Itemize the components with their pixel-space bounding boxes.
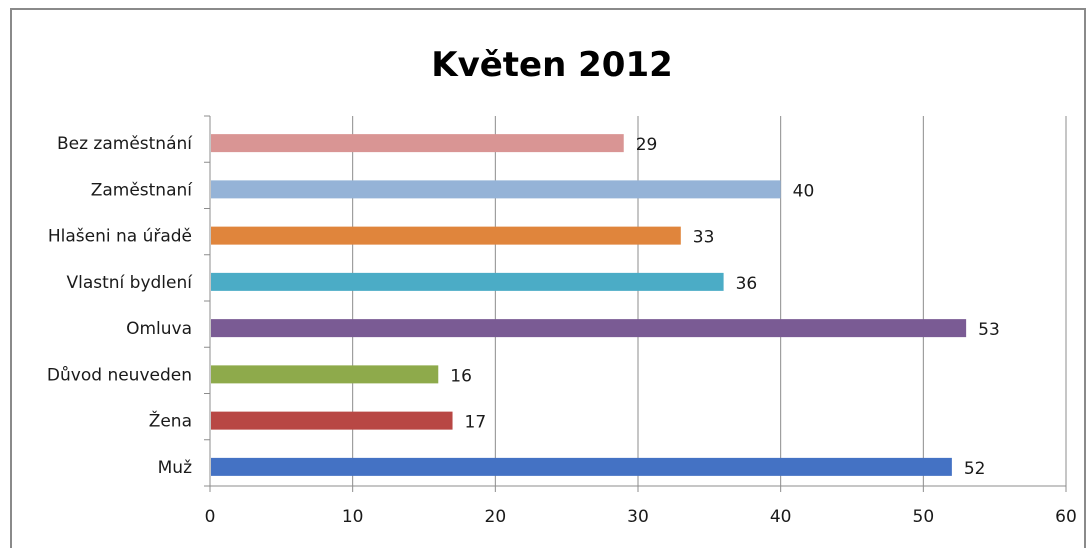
category-label: Hlašeni na úřadě	[48, 227, 192, 247]
value-label: 16	[450, 366, 472, 386]
grid-lines	[209, 116, 1067, 486]
x-tick-label: 0	[205, 507, 216, 527]
value-label: 53	[978, 320, 1000, 340]
axes: 0 10 20 30 40 50 60 Bez zaměstnání Zaměstnaní Hla…	[47, 115, 1077, 527]
x-tick-label: 60	[1055, 507, 1077, 527]
value-label: 52	[964, 459, 986, 479]
value-label: 17	[465, 413, 487, 433]
value-label: 29	[636, 135, 658, 155]
bar-3	[211, 226, 681, 245]
bar-4	[211, 272, 724, 291]
category-label: Žena	[149, 410, 192, 432]
category-label: Zaměstnaní	[91, 180, 194, 200]
bar-6	[211, 365, 439, 384]
bar-5	[211, 319, 967, 338]
category-label: Důvod neuveden	[47, 365, 192, 385]
value-label: 36	[736, 274, 758, 294]
category-label: Bez zaměstnání	[57, 134, 193, 154]
chart-title: Květen 2012	[431, 45, 673, 85]
category-label: Omluva	[126, 319, 192, 339]
x-tick-label: 10	[342, 507, 364, 527]
bar-7	[211, 411, 453, 430]
category-label: Muž	[158, 458, 192, 478]
bar-1	[211, 134, 624, 153]
bars: 29 40 33 36 53 16 17 52	[211, 134, 1000, 479]
x-tick-label: 50	[913, 507, 935, 527]
x-tick-label: 40	[770, 507, 792, 527]
x-tick-label: 30	[627, 507, 649, 527]
bar-8	[211, 457, 952, 476]
category-label: Vlastní bydlení	[66, 273, 193, 293]
bar-2	[211, 180, 781, 199]
value-label: 40	[793, 181, 815, 201]
value-label: 33	[693, 228, 715, 248]
x-tick-label: 20	[485, 507, 507, 527]
